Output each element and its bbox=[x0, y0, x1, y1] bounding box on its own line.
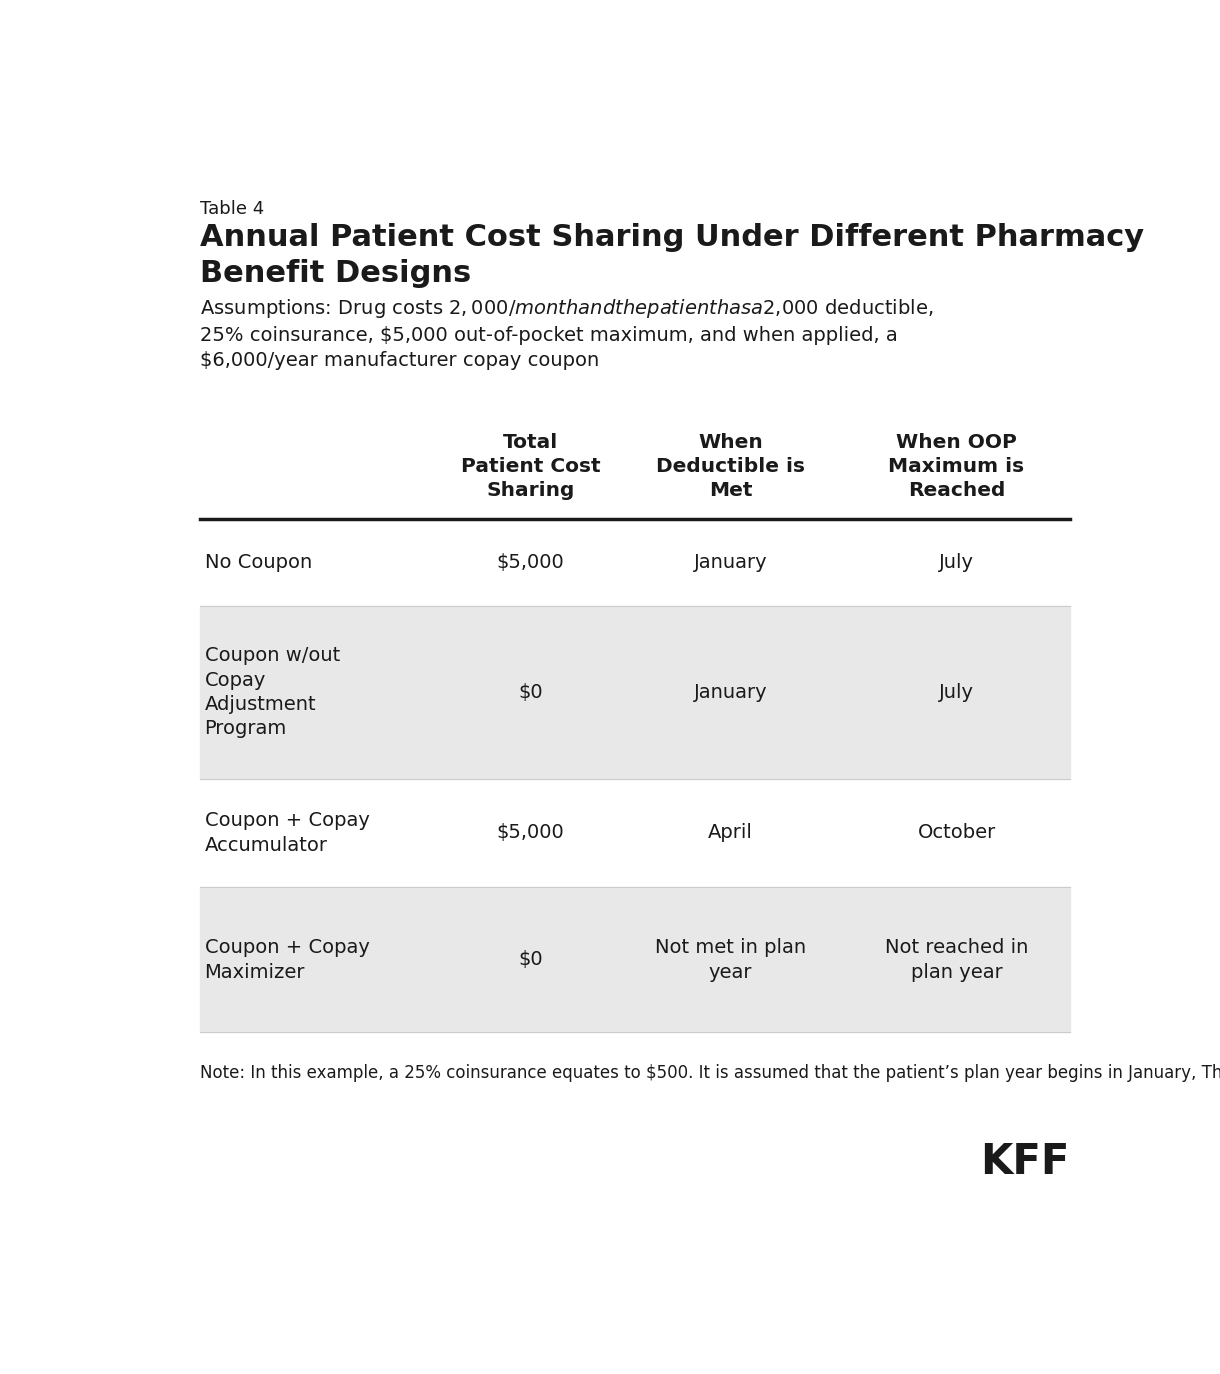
Text: Coupon + Copay
Accumulator: Coupon + Copay Accumulator bbox=[205, 812, 370, 855]
Text: When OOP
Maximum is
Reached: When OOP Maximum is Reached bbox=[888, 433, 1025, 500]
Text: January: January bbox=[694, 683, 767, 702]
Text: $5,000: $5,000 bbox=[497, 554, 564, 572]
Bar bbox=[200, 888, 1070, 1032]
Text: When
Deductible is
Met: When Deductible is Met bbox=[656, 433, 805, 500]
Text: $0: $0 bbox=[518, 683, 543, 702]
Text: October: October bbox=[917, 823, 996, 842]
Text: April: April bbox=[708, 823, 753, 842]
Text: Not met in plan
year: Not met in plan year bbox=[655, 938, 806, 981]
Text: Coupon w/out
Copay
Adjustment
Program: Coupon w/out Copay Adjustment Program bbox=[205, 646, 339, 738]
Text: Table 4: Table 4 bbox=[200, 199, 264, 218]
Text: Note: In this example, a 25% coinsurance equates to $500. It is assumed that the: Note: In this example, a 25% coinsurance… bbox=[200, 1063, 1220, 1083]
Bar bbox=[200, 606, 1070, 779]
Text: July: July bbox=[939, 554, 974, 572]
Text: No Coupon: No Coupon bbox=[205, 554, 312, 572]
Text: Coupon + Copay
Maximizer: Coupon + Copay Maximizer bbox=[205, 938, 370, 981]
Text: Not reached in
plan year: Not reached in plan year bbox=[884, 938, 1028, 981]
Text: $5,000: $5,000 bbox=[497, 823, 564, 842]
Text: January: January bbox=[694, 554, 767, 572]
Text: Total
Patient Cost
Sharing: Total Patient Cost Sharing bbox=[460, 433, 600, 500]
Text: $0: $0 bbox=[518, 951, 543, 970]
Text: KFF: KFF bbox=[980, 1140, 1070, 1183]
Text: Assumptions: Drug costs $2,000/month and the patient has a $2,000 deductible,
25: Assumptions: Drug costs $2,000/month and… bbox=[200, 297, 933, 370]
Text: Annual Patient Cost Sharing Under Different Pharmacy
Benefit Designs: Annual Patient Cost Sharing Under Differ… bbox=[200, 223, 1144, 289]
Text: July: July bbox=[939, 683, 974, 702]
